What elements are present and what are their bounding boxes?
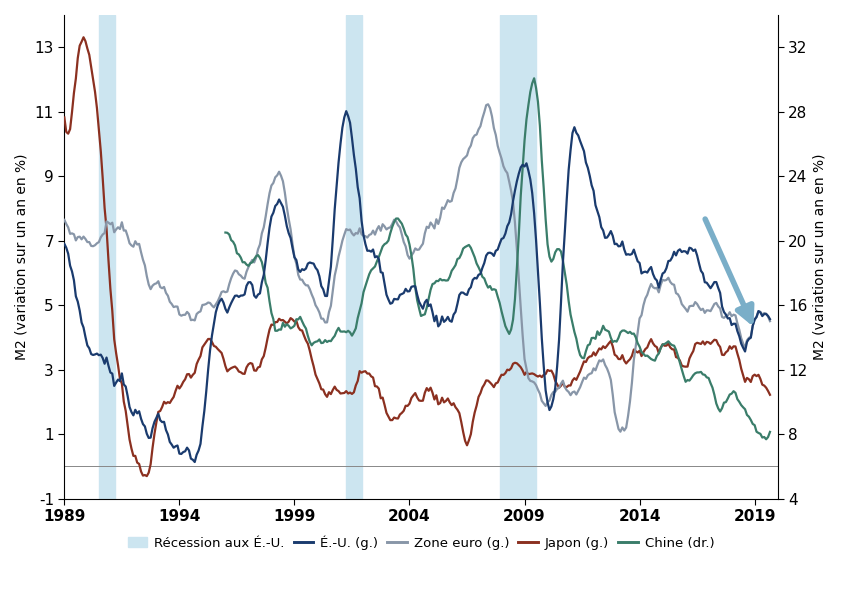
- Y-axis label: M2 (variation sur un an en %): M2 (variation sur un an en %): [813, 153, 827, 360]
- Y-axis label: M2 (variation sur un an en %): M2 (variation sur un an en %): [15, 153, 29, 360]
- Bar: [499, 15, 536, 499]
- Bar: [99, 15, 115, 499]
- Legend: Récession aux É.-U., É.-U. (g.), Zone euro (g.), Japon (g.), Chine (dr.): Récession aux É.-U., É.-U. (g.), Zone eu…: [122, 530, 720, 555]
- Bar: [346, 15, 361, 499]
